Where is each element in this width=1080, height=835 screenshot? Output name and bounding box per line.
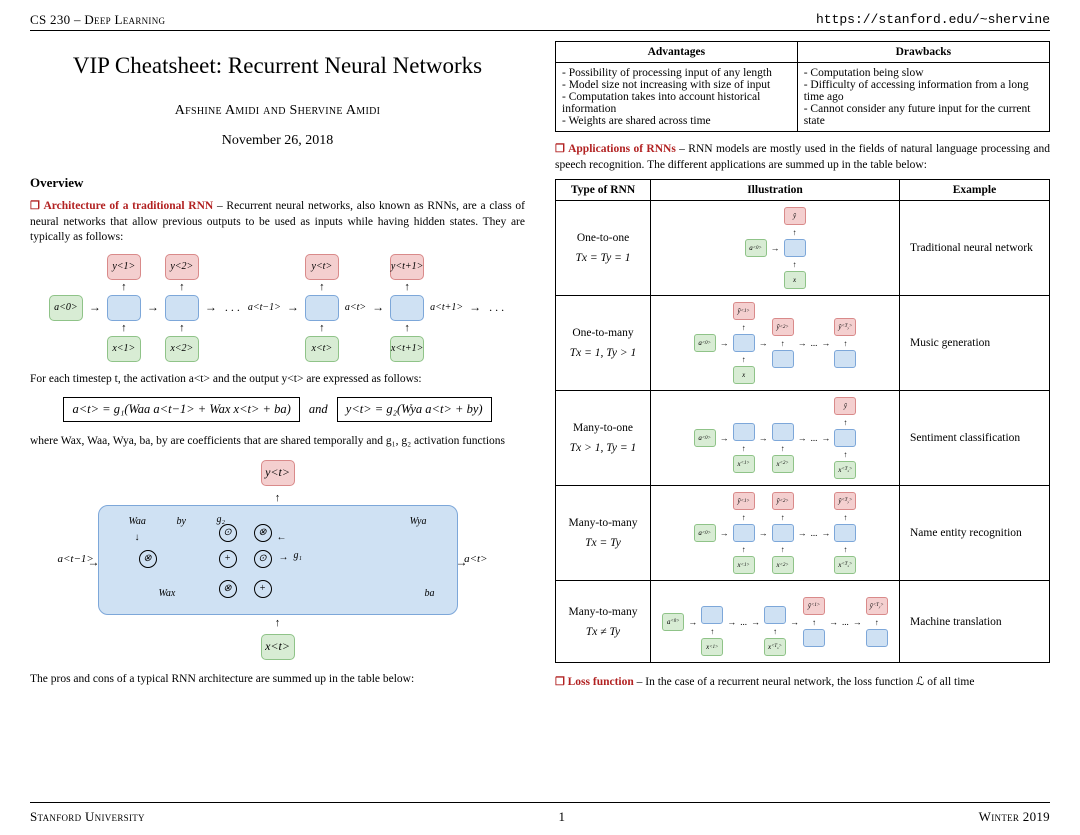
th-illus: Illustration xyxy=(651,180,900,201)
rnn-unrolled-diagram: a<0> y<1> x<1> y<2> x<2> . . . xyxy=(30,254,525,362)
page-header: CS 230 – Deep Learning https://stanford.… xyxy=(30,12,1050,28)
th-example: Example xyxy=(900,180,1050,201)
arrow-right-icon xyxy=(89,300,101,315)
advantages-drawbacks-table: Advantages Drawbacks - Possibility of pr… xyxy=(555,41,1050,132)
table-row: One-to-many Tx = 1, Ty > 1 a<0> ŷ<1>x ŷ<… xyxy=(556,296,1050,391)
coefficients-text: where Wax, Waa, Wya, ba, by are coeffici… xyxy=(30,434,525,450)
rnn-step-t1: y<t+1> x<t+1> xyxy=(390,254,424,362)
dot-node-icon: ⊙ xyxy=(254,550,272,568)
page-title: VIP Cheatsheet: Recurrent Neural Network… xyxy=(30,53,525,79)
mult-node-icon: ⊗ xyxy=(219,580,237,598)
drawbacks-cell: - Computation being slow - Difficulty of… xyxy=(797,63,1049,132)
dot-node-icon: ⊙ xyxy=(219,524,237,542)
advantages-cell: - Possibility of processing input of any… xyxy=(556,63,798,132)
rnn-cell-diagram: y<t> a<t−1> a<t> → → Waa by g₂ Wya ⊗ + ⊙ xyxy=(30,460,525,660)
rnn-a0: a<0> xyxy=(49,255,83,361)
add-node-icon: + xyxy=(254,580,272,598)
authors: Afshine Amidi and Shervine Amidi xyxy=(30,103,525,119)
loss-label: Loss function xyxy=(555,676,634,688)
two-column-layout: VIP Cheatsheet: Recurrent Neural Network… xyxy=(30,39,1050,697)
footer-rule xyxy=(30,802,1050,803)
rnn-step-t: y<t> x<t> xyxy=(305,254,339,362)
footer-left: Stanford University xyxy=(30,809,145,825)
page-number: 1 xyxy=(559,809,566,825)
page-footer: Stanford University 1 Winter 2019 xyxy=(30,800,1050,825)
arrow-right-icon xyxy=(147,300,159,315)
architecture-label: Architecture of a traditional RNN xyxy=(30,200,213,212)
overview-heading: Overview xyxy=(30,175,525,191)
th-drawbacks: Drawbacks xyxy=(797,42,1049,63)
header-rule xyxy=(30,30,1050,31)
formula-intro: For each timestep t, the activation a<t>… xyxy=(30,372,525,388)
formula-output: y<t> = g₂(Wya a<t> + by) xyxy=(337,397,492,422)
inner-xt: x<t> xyxy=(261,634,295,660)
formula-and: and xyxy=(309,402,328,416)
table-row: Many-to-many Tx = Ty a<0> ŷ<1>x<1> ŷ<2>x… xyxy=(556,486,1050,581)
pros-cons-intro: The pros and cons of a typical RNN archi… xyxy=(30,672,525,688)
ellipsis: . . . xyxy=(223,300,242,315)
course-code: CS 230 – Deep Learning xyxy=(30,12,165,28)
architecture-paragraph: Architecture of a traditional RNN – Recu… xyxy=(30,199,525,246)
rnn-step-1: y<1> x<1> xyxy=(107,254,141,362)
rnn-types-table: Type of RNN Illustration Example One-to-… xyxy=(555,179,1050,663)
date: November 26, 2018 xyxy=(30,133,525,149)
footer-right: Winter 2019 xyxy=(979,809,1050,825)
formula-line: a<t> = g₁(Waa a<t−1> + Wax x<t> + ba) an… xyxy=(30,397,525,422)
rnn-step-t: a<t−1> xyxy=(248,302,281,313)
table-row: Many-to-one Tx > 1, Ty = 1 a<0> x<1> x<2… xyxy=(556,391,1050,486)
arrow-up-icon xyxy=(121,323,127,334)
add-node-icon: + xyxy=(219,550,237,568)
formula-activation: a<t> = g₁(Waa a<t−1> + Wax x<t> + ba) xyxy=(63,397,299,422)
applications-paragraph: Applications of RNNs – RNN models are mo… xyxy=(555,142,1050,173)
inner-cell-box: Waa by g₂ Wya ⊗ + ⊙ → g₁ ⊙ ⊗ ⊗ + Wax xyxy=(98,505,458,615)
mult-node-icon: ⊗ xyxy=(254,524,272,542)
table-row: One-to-one Tx = Ty = 1 a<0> ŷ x Traditio… xyxy=(556,201,1050,296)
th-advantages: Advantages xyxy=(556,42,798,63)
mult-node-icon: ⊗ xyxy=(139,550,157,568)
loss-text: – In the case of a recurrent neural netw… xyxy=(634,676,975,688)
th-type: Type of RNN xyxy=(556,180,651,201)
left-column: VIP Cheatsheet: Recurrent Neural Network… xyxy=(30,39,525,697)
inner-a-t: a<t> xyxy=(464,553,487,565)
table-row: Many-to-many Tx ≠ Ty a<0> x<1> ... x<Tx>… xyxy=(556,581,1050,663)
applications-label: Applications of RNNs xyxy=(555,143,676,155)
arrow-up-icon xyxy=(121,282,127,293)
loss-paragraph: Loss function – In the case of a recurre… xyxy=(555,675,1050,691)
header-url: https://stanford.edu/~shervine xyxy=(816,12,1050,28)
rnn-step-2: y<2> x<2> xyxy=(165,254,199,362)
inner-yt: y<t> xyxy=(261,460,295,486)
right-column: Advantages Drawbacks - Possibility of pr… xyxy=(555,39,1050,697)
